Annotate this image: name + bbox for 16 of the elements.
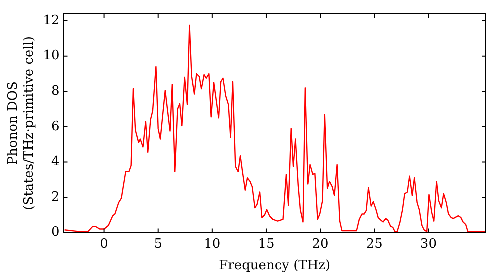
x-tick-label: 10 [204,236,221,252]
y-tick-label: 12 [43,13,60,28]
y-tick-label: 8 [51,84,60,100]
x-axis-title: Frequency (THz) [219,258,331,274]
x-tick-label: 0 [100,236,108,252]
x-tick-label: 25 [366,236,383,252]
y-tick-label: 2 [51,190,60,205]
y-axis-title: Phonon DOS (States/THz·primitive cell) [6,36,37,210]
x-tick-label: 15 [258,236,275,252]
x-tick-label: 20 [312,236,329,252]
x-tick-label: 5 [154,236,162,252]
y-tick-label: 4 [51,154,60,170]
y-tick-label: 10 [43,48,60,64]
y-tick-label: 6 [51,119,60,134]
x-tick-label: 30 [420,236,437,252]
y-tick-label: 0 [51,225,60,240]
